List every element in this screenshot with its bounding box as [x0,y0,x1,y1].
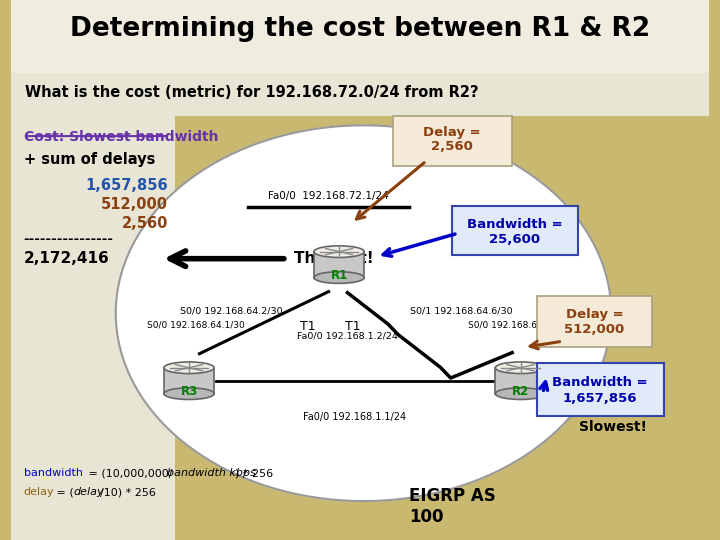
Text: + sum of delays: + sum of delays [24,152,155,167]
Text: R2: R2 [512,385,529,398]
FancyBboxPatch shape [537,296,652,347]
Text: T1: T1 [345,320,361,333]
Text: = (10,000,000/: = (10,000,000/ [85,468,173,478]
Text: The cost!: The cost! [294,251,374,266]
Text: S0/1 192.168.64.6/30: S0/1 192.168.64.6/30 [410,306,513,315]
FancyBboxPatch shape [164,368,214,394]
FancyBboxPatch shape [11,0,709,73]
Text: S0/0 192.168.64.5/30: S0/0 192.168.64.5/30 [468,320,566,329]
FancyBboxPatch shape [452,206,578,255]
Ellipse shape [314,246,364,258]
Ellipse shape [164,388,214,400]
Text: 512,000: 512,000 [101,197,168,212]
FancyBboxPatch shape [314,252,364,278]
Text: Bandwidth =: Bandwidth = [467,218,563,231]
Text: /10) * 256: /10) * 256 [100,487,156,497]
Ellipse shape [314,272,364,284]
Text: S0/0 192.168.64.1/30: S0/0 192.168.64.1/30 [147,320,245,329]
Ellipse shape [495,388,546,400]
Text: Delay =: Delay = [566,308,624,321]
Text: Bandwidth =: Bandwidth = [552,376,648,389]
Text: 2,560: 2,560 [122,216,168,231]
Text: ) * 256: ) * 256 [235,468,273,478]
Text: delay: delay [74,487,104,497]
Text: S0/0 192.168.64.2/30: S0/0 192.168.64.2/30 [179,306,282,315]
Text: T1: T1 [300,320,315,333]
Text: Delay =: Delay = [423,126,481,139]
Text: R1: R1 [330,269,348,282]
Ellipse shape [164,362,214,374]
Text: What is the cost (metric) for 192.168.72.0/24 from R2?: What is the cost (metric) for 192.168.72… [25,85,479,100]
Text: bandwidth: bandwidth [24,468,83,478]
Text: Fa0/0 192.168.1.2/24: Fa0/0 192.168.1.2/24 [297,331,398,340]
Ellipse shape [495,362,546,374]
Text: 100: 100 [409,508,444,525]
Text: Fa0/0 192.168.1.1/24: Fa0/0 192.168.1.1/24 [303,413,406,422]
Text: R3: R3 [181,385,198,398]
Text: bandwidth kbps: bandwidth kbps [167,468,256,478]
Text: Fa0/0  192.168.72.1/24: Fa0/0 192.168.72.1/24 [269,191,389,201]
Text: 2,560: 2,560 [431,140,473,153]
Text: delay: delay [24,487,54,497]
Polygon shape [116,125,611,501]
Text: = (: = ( [53,487,73,497]
Text: 512,000: 512,000 [564,323,625,336]
FancyBboxPatch shape [393,116,512,166]
FancyBboxPatch shape [495,368,546,394]
Text: Determining the cost between R1 & R2: Determining the cost between R1 & R2 [70,16,650,42]
Text: Cost: Slowest bandwidth: Cost: Slowest bandwidth [24,130,218,144]
Text: Slowest!: Slowest! [579,420,647,434]
Text: 1,657,856: 1,657,856 [563,392,637,405]
Text: 1,657,856: 1,657,856 [86,178,168,193]
Text: 2,172,416: 2,172,416 [24,251,109,266]
Text: ----------------: ---------------- [24,233,114,246]
FancyBboxPatch shape [11,116,175,540]
FancyBboxPatch shape [537,363,664,416]
Text: 25,600: 25,600 [490,233,541,246]
Text: EIGRP AS: EIGRP AS [409,487,495,505]
FancyBboxPatch shape [11,73,709,116]
